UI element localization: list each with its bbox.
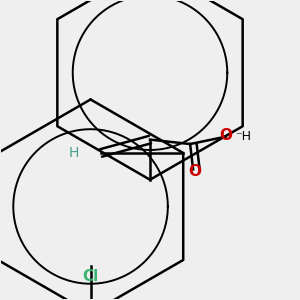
Text: ⁻H: ⁻H <box>236 130 252 143</box>
Text: O: O <box>219 128 232 142</box>
Text: O: O <box>188 164 201 179</box>
Text: H: H <box>69 146 80 160</box>
Text: Cl: Cl <box>82 269 99 284</box>
